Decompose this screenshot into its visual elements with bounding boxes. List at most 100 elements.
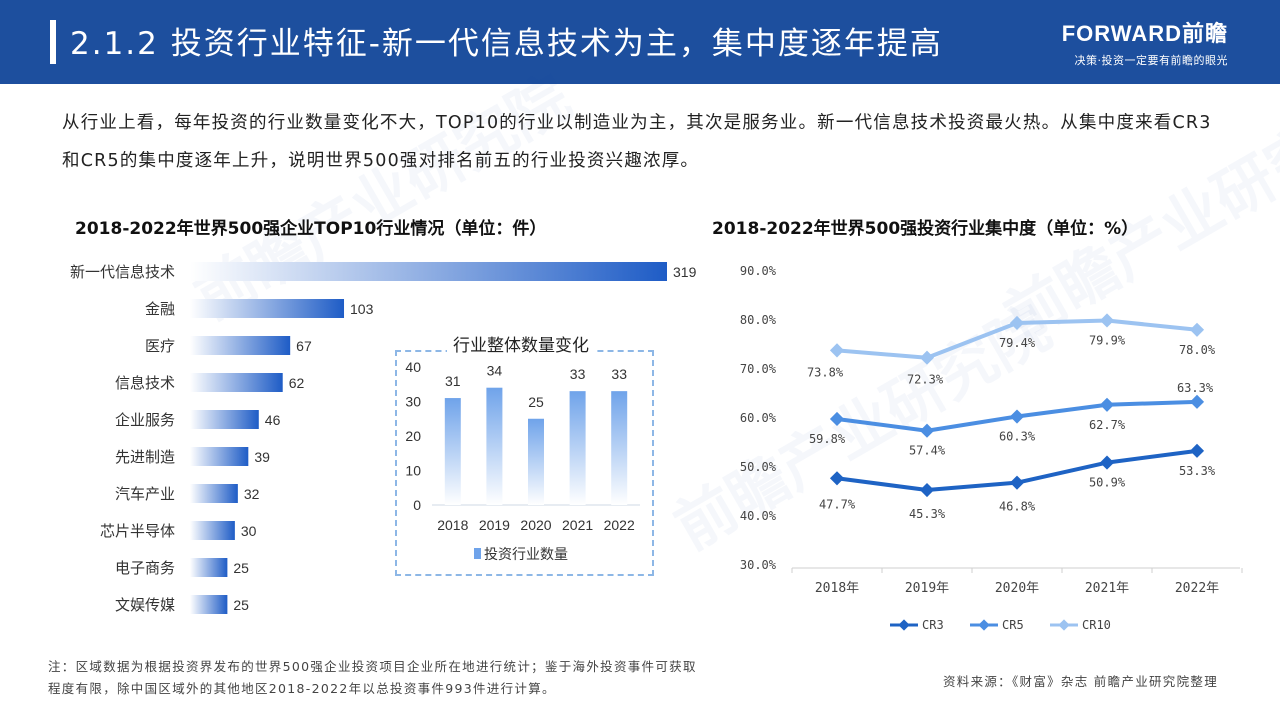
bar-category-label: 新一代信息技术	[70, 264, 175, 281]
y-tick-label: 50.0%	[740, 460, 777, 474]
y-tick-label: 30	[405, 394, 421, 410]
intro-text: 从行业上看，每年投资的行业数量变化不大，TOP10的行业以制造业为主，其次是服务…	[62, 113, 1212, 171]
y-tick-label: 20	[405, 428, 421, 444]
bar-2022	[611, 391, 628, 505]
bar-4	[190, 373, 283, 392]
legend-label-cr5: CR5	[1002, 618, 1024, 632]
bar-category-label: 先进制造	[115, 449, 175, 466]
bar-value-label: 32	[244, 486, 260, 502]
data-label-cr10: 79.9%	[1089, 333, 1126, 347]
bar-value-label: 319	[673, 264, 697, 280]
y-tick-label: 0	[413, 497, 421, 513]
point-cr10-5	[1189, 322, 1205, 337]
legend-label-cr3: CR3	[922, 618, 944, 632]
point-cr5-3	[1009, 409, 1025, 424]
point-cr5-2	[919, 423, 935, 438]
bar-value-label: 25	[233, 597, 249, 613]
y-tick-label: 40	[405, 359, 421, 375]
y-tick-label: 30.0%	[740, 558, 777, 572]
legend-label-cr10: CR10	[1082, 618, 1111, 632]
point-cr10-1	[829, 343, 845, 358]
y-tick-label: 40.0%	[740, 509, 777, 523]
data-label-cr3: 46.8%	[999, 500, 1036, 514]
bar-value-label: 103	[350, 301, 374, 317]
point-cr3-1	[829, 471, 845, 486]
bar-8	[190, 521, 235, 540]
point-cr5-5	[1189, 394, 1205, 409]
x-tick-label: 2019	[479, 517, 510, 533]
bar-value-label: 67	[296, 338, 312, 354]
x-tick-label: 2019年	[905, 581, 949, 596]
x-tick-label: 2018年	[815, 581, 859, 596]
point-cr10-2	[919, 350, 935, 365]
bar-category-label: 文娱传媒	[115, 597, 175, 614]
concentration-line-chart: 30.0% 40.0% 50.0% 60.0% 70.0% 80.0% 90.0% 2018年…	[740, 264, 1243, 632]
x-tick-label: 2020年	[995, 581, 1039, 596]
bar-value-label: 62	[289, 375, 305, 391]
data-label-cr10: 73.8%	[807, 365, 844, 379]
bar-category-label: 医疗	[145, 338, 175, 355]
brand-logo: FORWARD前瞻	[1061, 21, 1228, 46]
data-label-cr10: 79.4%	[999, 336, 1036, 350]
point-cr3-5	[1189, 443, 1205, 458]
bar-value-label: 34	[487, 363, 503, 379]
y-tick-label: 90.0%	[740, 264, 777, 278]
bar-2	[190, 299, 345, 318]
bar-5	[190, 410, 259, 429]
x-tick-label: 2022年	[1175, 581, 1219, 596]
bar-2019	[486, 387, 503, 505]
bar-value-label: 25	[233, 560, 249, 576]
bar-9	[190, 558, 228, 577]
bar-2020	[528, 418, 544, 505]
bar-category-label: 电子商务	[115, 560, 175, 577]
bar-7	[190, 484, 238, 503]
bar-value-label: 33	[570, 366, 586, 382]
bar-10	[190, 595, 228, 614]
point-cr3-2	[919, 482, 935, 498]
legend-swatch	[474, 548, 481, 559]
x-tick-label: 2021	[562, 517, 593, 533]
point-cr5-4	[1099, 397, 1115, 412]
bar-category-label: 汽车产业	[115, 486, 175, 503]
y-tick-label: 10	[405, 463, 421, 479]
bar-6	[190, 447, 249, 466]
bar-2021	[569, 391, 586, 505]
point-cr3-3	[1009, 475, 1025, 490]
line-chart-title: 2018-2022年世界500强投资行业集中度（单位：%）	[712, 219, 1139, 239]
bar-2018	[444, 398, 461, 505]
data-label-cr3: 50.9%	[1089, 476, 1126, 490]
data-label-cr10: 78.0%	[1179, 343, 1216, 357]
legend-label: 投资行业数量	[484, 546, 568, 562]
source-text: 资料来源：《财富》杂志 前瞻产业研究院整理	[942, 674, 1218, 689]
data-label-cr5: 63.3%	[1177, 381, 1214, 395]
bar-value-label: 31	[445, 373, 461, 389]
point-cr10-4	[1099, 313, 1115, 328]
data-label-cr5: 62.7%	[1089, 418, 1126, 432]
header-bar: 2.1.2 投资行业特征-新一代信息技术为主，集中度逐年提高 FORWARD前瞻…	[0, 0, 1280, 84]
bar-3	[190, 336, 291, 355]
point-cr3-4	[1099, 455, 1115, 470]
page-title: 2.1.2 投资行业特征-新一代信息技术为主，集中度逐年提高	[70, 26, 943, 62]
data-label-cr5: 60.3%	[999, 430, 1036, 444]
data-label-cr3: 53.3%	[1179, 464, 1216, 478]
data-label-cr3: 47.7%	[819, 497, 856, 511]
x-tick-label: 2021年	[1085, 581, 1129, 596]
y-tick-label: 60.0%	[740, 411, 777, 425]
x-tick-label: 2022	[604, 517, 635, 533]
bar-value-label: 46	[265, 412, 281, 428]
data-label-cr5: 59.8%	[809, 432, 846, 446]
y-tick-label: 70.0%	[740, 362, 777, 376]
top10-industry-bar-chart: 新一代信息技术 319 金融 103 医疗 67 信息技术 62 企业服务 46 先进制造 39 汽车产…	[70, 262, 697, 614]
y-tick-label: 80.0%	[740, 313, 777, 327]
x-tick-label: 2020	[520, 517, 551, 533]
x-tick-label: 2018	[437, 517, 468, 533]
brand-block: FORWARD前瞻 决策·投资一定要有前瞻的眼光	[1062, 16, 1228, 68]
brand-slogan: 决策·投资一定要有前瞻的眼光	[1074, 54, 1228, 67]
bar-value-label: 30	[241, 523, 257, 539]
legend-marker-cr5	[978, 619, 990, 631]
bar-category-label: 芯片半导体	[100, 523, 175, 540]
bar-category-label: 金融	[145, 301, 175, 318]
data-label-cr10: 72.3%	[907, 373, 944, 387]
legend-marker-cr10	[1058, 619, 1070, 631]
point-cr5-1	[829, 411, 845, 427]
